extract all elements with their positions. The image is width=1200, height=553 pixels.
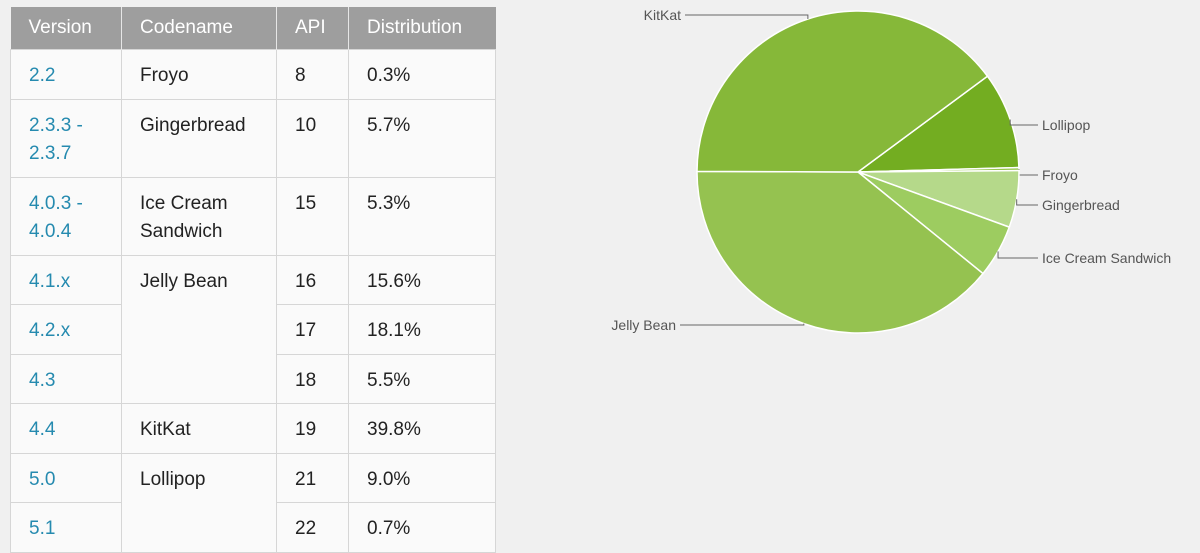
slice-label: Froyo: [1042, 167, 1078, 183]
table-row: 4.0.3 - 4.0.4 Ice Cream Sandwich 15 5.3%: [10, 176, 496, 256]
leader-line: [685, 14, 809, 20]
distribution-cell: 9.0%: [348, 452, 496, 503]
header-codename: Codename: [121, 7, 277, 50]
version-line: 4.0.3 - 4.0.4: [29, 192, 83, 243]
leader-line: [997, 251, 1038, 259]
version-line: 2.3.3 - 2.3.7: [29, 114, 83, 165]
version-link[interactable]: 4.0.3 - 4.0.4: [10, 176, 122, 256]
version-link[interactable]: 4.1.x: [10, 254, 122, 305]
table-row: 5.0 Lollipop 21 9.0%: [10, 452, 496, 553]
version-link[interactable]: 5.0: [10, 452, 122, 503]
table-row: 4.4 KitKat 19 39.8%: [10, 403, 496, 454]
table-row: 4.3 18 5.5%: [10, 353, 496, 404]
leader-line: [1009, 119, 1038, 126]
codename-cell: Jelly Bean: [121, 254, 277, 404]
slice-label: Ice Cream Sandwich: [1042, 250, 1171, 266]
api-cell: 8: [276, 49, 349, 100]
codename-cell: Froyo: [121, 49, 277, 100]
distribution-cell: 39.8%: [348, 403, 496, 454]
table-row: 4.2.x 17 18.1%: [10, 304, 496, 355]
header-distribution: Distribution: [348, 7, 496, 50]
api-cell: 10: [276, 98, 349, 178]
leader-line: [680, 323, 805, 326]
api-cell: 15: [276, 176, 349, 256]
codename-cell: KitKat: [121, 403, 277, 454]
api-cell: 17: [276, 304, 349, 355]
table-row: 4.1.x Jelly Bean 16 15.6%: [10, 254, 496, 404]
codename-line: Ice Cream Sandwich: [140, 192, 228, 243]
version-link[interactable]: 4.4: [10, 403, 122, 454]
table-header-row: Version Codename API Distribution: [10, 7, 496, 50]
api-cell: 16: [276, 254, 349, 305]
header-api: API: [276, 7, 349, 50]
api-cell: 22: [276, 502, 349, 553]
pie-slice-jelly-bean: [696, 170, 984, 334]
distribution-cell: 18.1%: [348, 304, 496, 355]
slice-label: KitKat: [644, 7, 681, 23]
distribution-cell: 5.3%: [348, 176, 496, 256]
pie-slice-kitkat: [696, 10, 989, 173]
slice-label: Jelly Bean: [611, 317, 676, 333]
api-cell: 21: [276, 452, 349, 503]
codename-cell: Lollipop: [121, 452, 277, 553]
api-cell: 18: [276, 353, 349, 404]
pie-chart: Lollipop Froyo Gingerbread Ice Cream Sandwi…: [611, 7, 1171, 334]
header-version: Version: [10, 7, 122, 50]
table-row: 2.2 Froyo 8 0.3%: [10, 49, 496, 100]
api-cell: 19: [276, 403, 349, 454]
distribution-cell: 0.3%: [348, 49, 496, 100]
distribution-cell: 5.7%: [348, 98, 496, 178]
distribution-table: Version Codename API Distribution 2.2 Fr…: [10, 7, 496, 553]
codename-cell: Gingerbread: [121, 98, 277, 178]
leader-line: [1018, 169, 1038, 176]
version-link[interactable]: 4.2.x: [10, 304, 122, 355]
version-link[interactable]: 2.2: [10, 49, 122, 100]
codename-cell: Ice Cream Sandwich: [121, 176, 277, 256]
version-link[interactable]: 4.3: [10, 353, 122, 404]
distribution-cell: 15.6%: [348, 254, 496, 305]
distribution-cell: 0.7%: [348, 502, 496, 553]
version-link[interactable]: 2.3.3 - 2.3.7: [10, 98, 122, 178]
slice-label: Gingerbread: [1042, 197, 1120, 213]
leader-line: [1016, 199, 1038, 206]
slice-label: Lollipop: [1042, 117, 1090, 133]
version-link[interactable]: 5.1: [10, 502, 122, 553]
table-row: 2.3.3 - 2.3.7 Gingerbread 10 5.7%: [10, 98, 496, 178]
distribution-cell: 5.5%: [348, 353, 496, 404]
